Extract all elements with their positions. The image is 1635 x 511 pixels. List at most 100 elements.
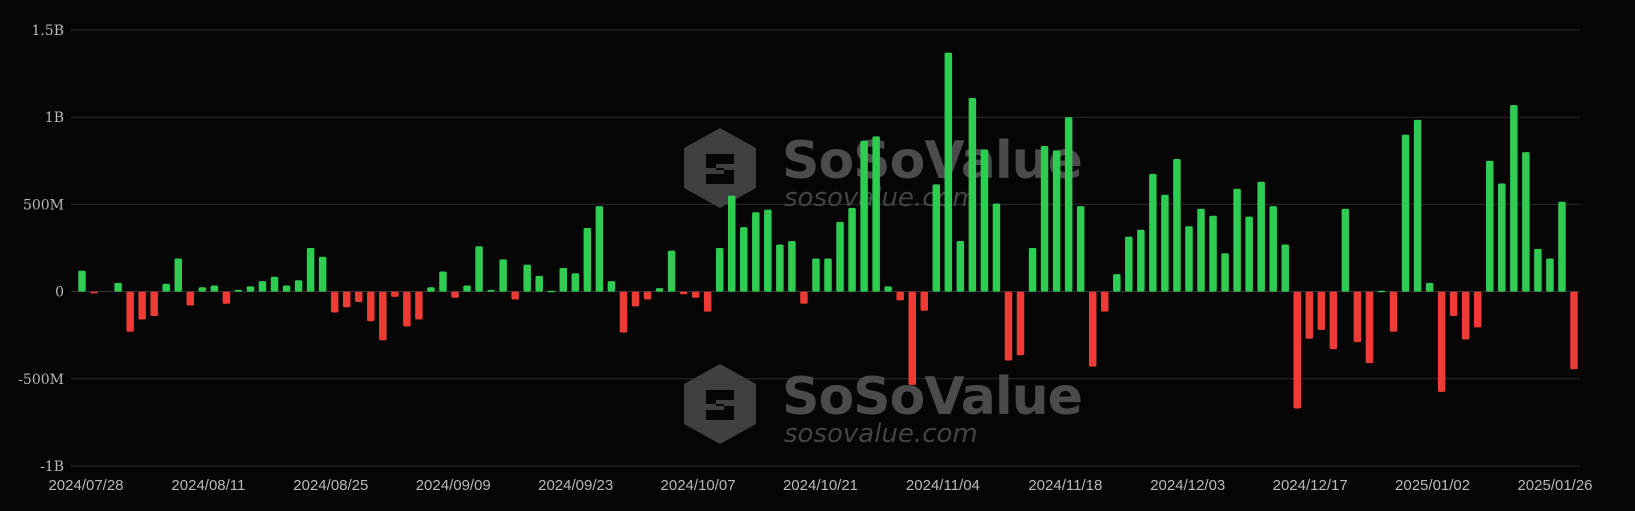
- inflow-bar[interactable]: [318, 256, 327, 292]
- inflow-bar[interactable]: [1221, 253, 1229, 292]
- inflow-bar[interactable]: [499, 259, 507, 292]
- outflow-bar[interactable]: [150, 291, 158, 317]
- inflow-bar[interactable]: [1486, 160, 1494, 292]
- outflow-bar[interactable]: [1389, 291, 1398, 332]
- inflow-bar[interactable]: [535, 275, 543, 292]
- outflow-bar[interactable]: [415, 291, 423, 320]
- outflow-bar[interactable]: [631, 291, 640, 307]
- inflow-bar[interactable]: [1522, 152, 1530, 292]
- inflow-bar[interactable]: [571, 273, 580, 292]
- inflow-bar[interactable]: [523, 264, 531, 292]
- inflow-bar[interactable]: [752, 212, 760, 292]
- inflow-bar[interactable]: [667, 250, 676, 292]
- inflow-bar[interactable]: [655, 288, 664, 292]
- outflow-bar[interactable]: [703, 291, 712, 312]
- inflow-bar[interactable]: [1209, 215, 1217, 292]
- outflow-bar[interactable]: [1329, 291, 1338, 350]
- inflow-bar[interactable]: [174, 258, 183, 292]
- outflow-bar[interactable]: [330, 291, 339, 313]
- outflow-bar[interactable]: [451, 291, 459, 298]
- inflow-bar[interactable]: [1245, 216, 1253, 292]
- outflow-bar[interactable]: [222, 291, 231, 304]
- inflow-bar[interactable]: [559, 268, 568, 292]
- inflow-bar[interactable]: [1040, 145, 1049, 292]
- outflow-bar[interactable]: [1461, 291, 1470, 340]
- inflow-bar[interactable]: [1546, 258, 1554, 292]
- inflow-bar[interactable]: [992, 203, 1001, 292]
- inflow-bar[interactable]: [1173, 159, 1181, 292]
- inflow-bar[interactable]: [463, 285, 471, 292]
- outflow-bar[interactable]: [643, 291, 652, 300]
- inflow-bar[interactable]: [715, 248, 724, 292]
- inflow-bar[interactable]: [475, 246, 483, 292]
- outflow-bar[interactable]: [1088, 291, 1097, 367]
- inflow-bar[interactable]: [1377, 290, 1386, 293]
- inflow-bar[interactable]: [258, 281, 267, 292]
- inflow-bar[interactable]: [234, 289, 243, 292]
- inflow-bar[interactable]: [162, 283, 170, 292]
- outflow-bar[interactable]: [342, 291, 351, 308]
- outflow-bar[interactable]: [1365, 291, 1374, 364]
- inflow-bar[interactable]: [1341, 208, 1350, 292]
- outflow-bar[interactable]: [1293, 291, 1302, 409]
- inflow-bar[interactable]: [114, 282, 122, 292]
- outflow-bar[interactable]: [619, 291, 628, 333]
- inflow-bar[interactable]: [788, 241, 796, 292]
- inflow-bar[interactable]: [1558, 201, 1566, 292]
- inflow-bar[interactable]: [1125, 236, 1133, 292]
- inflow-bar[interactable]: [1076, 206, 1085, 292]
- outflow-bar[interactable]: [511, 291, 519, 300]
- inflow-bar[interactable]: [1257, 181, 1265, 292]
- inflow-bar[interactable]: [1233, 188, 1241, 292]
- inflow-bar[interactable]: [1185, 226, 1193, 292]
- inflow-bar[interactable]: [427, 287, 435, 292]
- inflow-bar[interactable]: [944, 52, 953, 292]
- inflow-bar[interactable]: [836, 221, 844, 292]
- inflow-bar[interactable]: [1281, 244, 1289, 292]
- outflow-bar[interactable]: [1353, 291, 1362, 343]
- outflow-bar[interactable]: [138, 291, 146, 320]
- inflow-bar[interactable]: [812, 258, 820, 292]
- inflow-bar[interactable]: [210, 285, 219, 292]
- outflow-bar[interactable]: [1016, 291, 1025, 356]
- outflow-bar[interactable]: [896, 291, 904, 301]
- outflow-bar[interactable]: [691, 291, 700, 298]
- inflow-bar[interactable]: [1269, 206, 1277, 292]
- inflow-bar[interactable]: [487, 289, 495, 292]
- inflow-bar[interactable]: [1064, 117, 1073, 292]
- inflow-bar[interactable]: [727, 195, 736, 292]
- inflow-bar[interactable]: [1137, 229, 1145, 292]
- inflow-bar[interactable]: [595, 206, 604, 292]
- outflow-bar[interactable]: [1437, 291, 1446, 392]
- outflow-bar[interactable]: [1317, 291, 1326, 330]
- inflow-bar[interactable]: [872, 136, 880, 292]
- outflow-bar[interactable]: [186, 291, 195, 306]
- inflow-bar[interactable]: [1161, 194, 1169, 292]
- outflow-bar[interactable]: [367, 291, 375, 322]
- outflow-bar[interactable]: [1305, 291, 1314, 339]
- inflow-bar[interactable]: [824, 258, 832, 292]
- outflow-bar[interactable]: [1570, 291, 1578, 370]
- inflow-bar[interactable]: [1401, 134, 1410, 292]
- inflow-bar[interactable]: [1413, 119, 1422, 292]
- outflow-bar[interactable]: [800, 291, 808, 304]
- inflow-bar[interactable]: [1028, 248, 1037, 292]
- outflow-bar[interactable]: [1004, 291, 1013, 361]
- outflow-bar[interactable]: [391, 291, 399, 297]
- outflow-bar[interactable]: [354, 291, 363, 303]
- inflow-bar[interactable]: [1425, 282, 1434, 292]
- outflow-bar[interactable]: [908, 291, 916, 385]
- inflow-bar[interactable]: [740, 227, 748, 292]
- inflow-bar[interactable]: [547, 290, 556, 293]
- outflow-bar[interactable]: [90, 291, 98, 294]
- inflow-bar[interactable]: [848, 207, 856, 292]
- inflow-bar[interactable]: [306, 248, 315, 292]
- inflow-bar[interactable]: [1197, 208, 1205, 292]
- inflow-bar[interactable]: [1149, 173, 1157, 292]
- outflow-bar[interactable]: [403, 291, 411, 327]
- inflow-bar[interactable]: [1052, 150, 1061, 292]
- inflow-bar[interactable]: [78, 270, 86, 292]
- inflow-bar[interactable]: [607, 281, 616, 292]
- inflow-bar[interactable]: [968, 98, 977, 292]
- inflow-bar[interactable]: [583, 227, 592, 292]
